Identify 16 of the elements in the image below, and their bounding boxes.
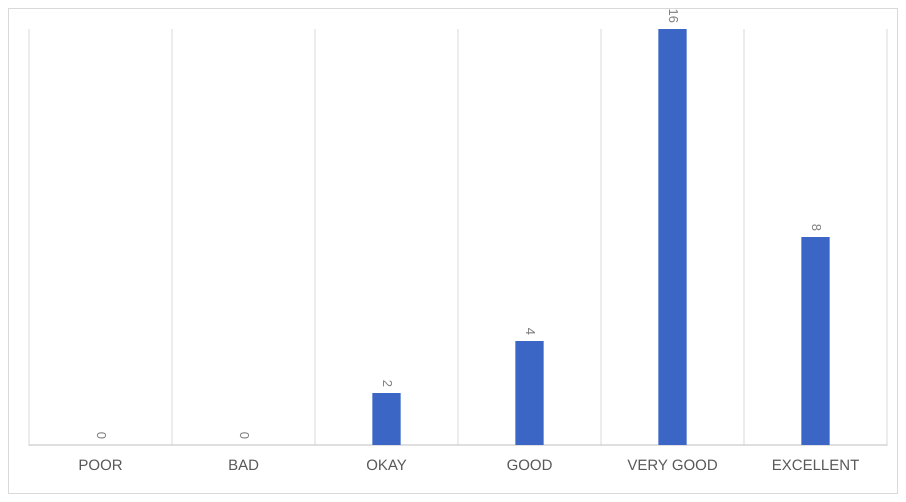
data-label: 0 xyxy=(236,432,252,439)
bar xyxy=(515,341,544,445)
data-label: 2 xyxy=(380,380,395,387)
data-label: 16 xyxy=(666,8,681,23)
bar xyxy=(658,29,687,445)
data-label: 4 xyxy=(522,328,538,335)
x-tick-label: POOR xyxy=(78,457,123,474)
data-label: 8 xyxy=(808,224,824,231)
bar xyxy=(372,393,401,445)
x-tick-label: OKAY xyxy=(366,457,407,474)
x-tick-label: EXCELLENT xyxy=(772,457,860,474)
x-tick-label: BAD xyxy=(228,457,260,474)
bar xyxy=(801,237,830,445)
x-tick-label: VERY GOOD xyxy=(627,457,718,474)
data-label: 0 xyxy=(94,432,109,439)
x-tick-label: GOOD xyxy=(506,457,553,474)
